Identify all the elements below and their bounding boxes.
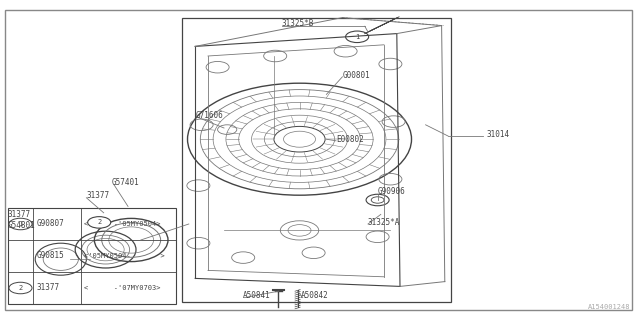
Text: 31377: 31377 xyxy=(86,191,109,200)
Text: A50841: A50841 xyxy=(243,292,271,300)
Text: 31325*B: 31325*B xyxy=(282,20,314,28)
Text: <'05MY0504-       >: <'05MY0504- > xyxy=(84,253,165,259)
Text: G90906: G90906 xyxy=(378,188,405,196)
Text: E00802: E00802 xyxy=(336,135,364,144)
Text: 2: 2 xyxy=(97,220,101,225)
Text: G90807: G90807 xyxy=(36,220,64,228)
Text: <      -'05MY0504>: < -'05MY0504> xyxy=(84,221,161,227)
Text: G71606: G71606 xyxy=(195,111,223,120)
Text: A50842: A50842 xyxy=(301,292,328,300)
Text: 1: 1 xyxy=(355,34,359,40)
Circle shape xyxy=(346,31,369,43)
Bar xyxy=(182,18,451,302)
Circle shape xyxy=(88,217,111,228)
Text: 31014: 31014 xyxy=(486,130,509,139)
Text: 2: 2 xyxy=(19,285,22,291)
Text: 1: 1 xyxy=(19,221,22,227)
Text: 31377: 31377 xyxy=(36,284,60,292)
Text: G90815: G90815 xyxy=(36,252,64,260)
Text: 31377: 31377 xyxy=(8,210,31,219)
Text: G54801: G54801 xyxy=(8,221,35,230)
Text: A154001248: A154001248 xyxy=(588,304,630,310)
Text: G00801: G00801 xyxy=(342,71,370,80)
Bar xyxy=(8,208,176,304)
Text: <      -'07MY0703>: < -'07MY0703> xyxy=(84,285,161,291)
Text: G57401: G57401 xyxy=(112,178,140,187)
Text: 31325*A: 31325*A xyxy=(368,218,401,227)
